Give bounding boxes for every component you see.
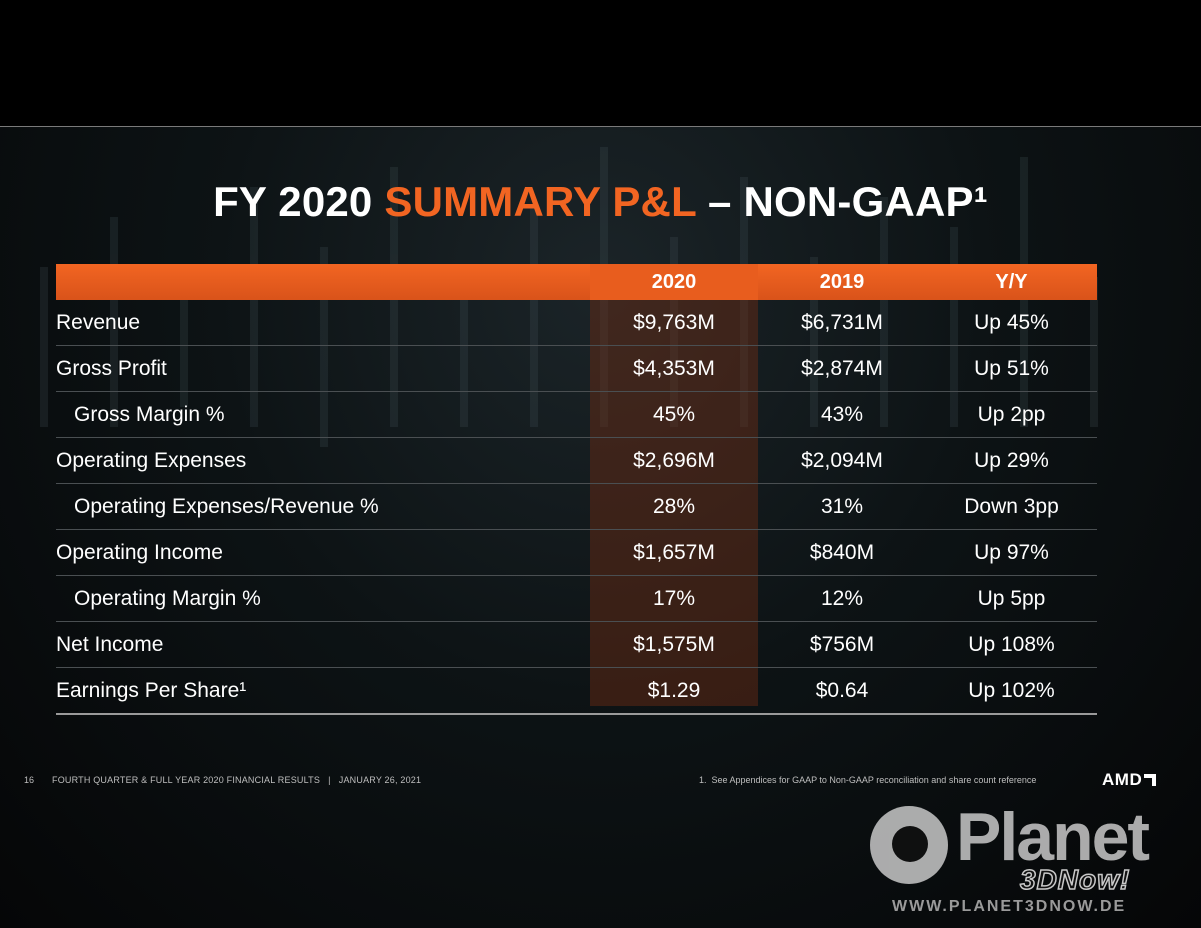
value-2019: $840M xyxy=(809,541,875,564)
footnote: 1. See Appendices for GAAP to Non-GAAP r… xyxy=(699,775,1037,785)
row-label: Operating Expenses xyxy=(56,449,247,472)
row-label: Gross Margin % xyxy=(74,403,225,426)
table-row: Gross Margin % 45% 43% Up 2pp xyxy=(56,392,1097,438)
value-yy: Up 29% xyxy=(974,449,1049,472)
row-label: Operating Income xyxy=(56,541,223,564)
amd-arrow-icon xyxy=(1144,774,1157,786)
column-header-yy: Y/Y xyxy=(995,271,1028,293)
title-suffix: – NON-GAAP¹ xyxy=(696,178,988,225)
planet-logo-icon xyxy=(870,806,948,884)
table-row: Operating Expenses/Revenue % 28% 31% Down 3… xyxy=(56,484,1097,530)
value-yy: Up 5pp xyxy=(977,587,1046,610)
slide-title: FY 2020 SUMMARY P&L – NON-GAAP¹ xyxy=(0,178,1201,226)
watermark: Planet 3DNow! WWW.PLANET3DNOW.DE xyxy=(870,799,1190,922)
footer-text: FOURTH QUARTER & FULL YEAR 2020 FINANCIA… xyxy=(52,775,422,785)
value-2020: 45% xyxy=(652,403,696,426)
value-2020: $1,657M xyxy=(633,541,715,564)
value-yy: Up 45% xyxy=(974,311,1049,334)
amd-logo-text: AMD xyxy=(1102,770,1143,789)
value-yy: Up 97% xyxy=(974,541,1049,564)
table-row: Net Income $1,575M $756M Up 108% xyxy=(56,622,1097,668)
table-row: Gross Profit $4,353M $2,874M Up 51% xyxy=(56,346,1097,392)
value-2019: $2,094M xyxy=(801,449,883,472)
value-2020: 17% xyxy=(652,587,696,610)
value-2019: $0.64 xyxy=(815,679,869,702)
table-row: Operating Expenses $2,696M $2,094M Up 29% xyxy=(56,438,1097,484)
value-2019: 31% xyxy=(820,495,864,518)
page-number: 16 xyxy=(24,775,35,785)
column-header-2020: 2020 xyxy=(590,264,758,300)
title-prefix: FY 2020 xyxy=(213,178,385,225)
value-yy: Up 108% xyxy=(968,633,1055,656)
value-yy: Up 102% xyxy=(968,679,1055,702)
row-label: Revenue xyxy=(56,311,141,334)
title-accent: SUMMARY P&L xyxy=(384,178,697,225)
value-2020: $9,763M xyxy=(633,311,715,334)
value-yy: Down 3pp xyxy=(964,495,1059,518)
pl-summary-table: 2020 2019 Y/Y Revenue $9,763M $6,731M Up 45… xyxy=(56,264,1097,715)
table-row: Revenue $9,763M $6,731M Up 45% xyxy=(56,300,1097,346)
row-label: Operating Margin % xyxy=(74,587,261,610)
amd-logo: AMD xyxy=(1102,770,1157,790)
value-2020: $1,575M xyxy=(633,633,715,656)
row-label: Earnings Per Share¹ xyxy=(56,679,247,702)
slide-background xyxy=(0,127,1201,928)
table-body: Revenue $9,763M $6,731M Up 45% Gross Profit $… xyxy=(56,300,1097,715)
value-2020: $1.29 xyxy=(647,679,701,702)
watermark-url: WWW.PLANET3DNOW.DE xyxy=(892,898,1127,915)
watermark-sub: 3DNow! xyxy=(1019,863,1131,896)
value-yy: Up 2pp xyxy=(977,403,1046,426)
table-row: Earnings Per Share¹ $1.29 $0.64 Up 102% xyxy=(56,668,1097,715)
value-2019: $2,874M xyxy=(801,357,883,380)
value-2020: $2,696M xyxy=(633,449,715,472)
row-label: Operating Expenses/Revenue % xyxy=(74,495,379,518)
highlight-column-2020 xyxy=(590,264,758,706)
value-2019: 12% xyxy=(820,587,864,610)
table-header: 2020 2019 Y/Y xyxy=(56,264,1097,300)
value-2019: $756M xyxy=(809,633,875,656)
value-2020: 28% xyxy=(652,495,696,518)
top-band xyxy=(0,0,1201,127)
table-row: Operating Income $1,657M $840M Up 97% xyxy=(56,530,1097,576)
row-label: Net Income xyxy=(56,633,164,656)
value-yy: Up 51% xyxy=(974,357,1049,380)
table-row: Operating Margin % 17% 12% Up 5pp xyxy=(56,576,1097,622)
value-2019: 43% xyxy=(820,403,864,426)
row-label: Gross Profit xyxy=(56,357,167,380)
column-header-2019: 2019 xyxy=(819,271,865,293)
watermark-brand: Planet xyxy=(956,799,1150,875)
value-2019: $6,731M xyxy=(801,311,883,334)
value-2020: $4,353M xyxy=(633,357,715,380)
